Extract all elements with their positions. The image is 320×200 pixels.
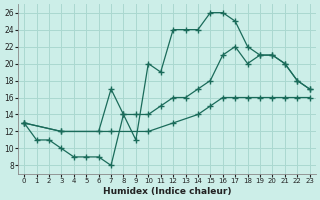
X-axis label: Humidex (Indice chaleur): Humidex (Indice chaleur) xyxy=(103,187,231,196)
